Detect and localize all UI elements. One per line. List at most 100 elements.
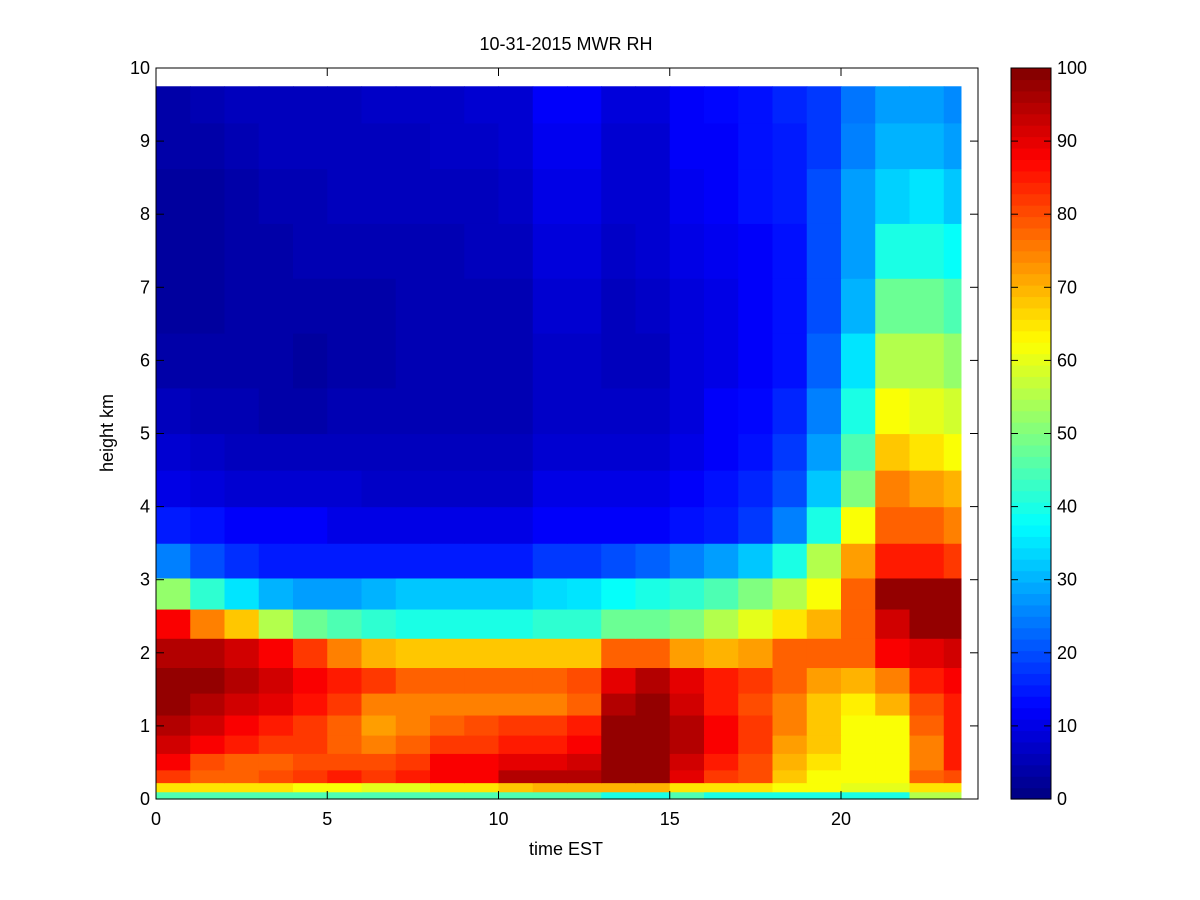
heatmap-cell <box>190 753 226 771</box>
heatmap-cell <box>909 735 945 754</box>
y-tick-label: 10 <box>130 58 150 78</box>
heatmap-cell <box>772 735 808 754</box>
heatmap-cell <box>532 638 568 669</box>
heatmap-cell <box>772 693 808 716</box>
heatmap-cell <box>224 769 260 784</box>
heatmap-cell <box>532 470 568 508</box>
y-axis-ticks: 0 1 2 3 4 5 6 7 8 9 10 <box>130 58 978 809</box>
heatmap-cell <box>327 735 363 754</box>
heatmap-cell <box>464 714 500 736</box>
colorbar-segment <box>1011 147 1051 160</box>
heatmap-cell <box>909 332 945 389</box>
heatmap-cell <box>943 791 962 800</box>
heatmap-cell <box>806 470 842 508</box>
heatmap-cell <box>258 791 294 800</box>
heatmap-cell <box>395 608 431 639</box>
colorbar-segment <box>1011 444 1051 457</box>
heatmap-cell <box>224 470 260 508</box>
heatmap-cell <box>224 608 260 639</box>
y-tick-label: 6 <box>140 350 150 370</box>
heatmap-cell <box>841 543 876 579</box>
heatmap-cell <box>532 168 568 224</box>
heatmap-cell <box>909 470 945 508</box>
heatmap-cell <box>567 433 602 471</box>
heatmap-cell <box>738 168 774 224</box>
heatmap-cell <box>498 470 534 508</box>
heatmap-cell <box>635 735 671 754</box>
heatmap-cell <box>875 782 911 793</box>
colorbar-segment <box>1011 764 1051 777</box>
heatmap-cell <box>772 433 808 471</box>
heatmap-cell <box>464 470 500 508</box>
heatmap-cell <box>498 433 534 471</box>
heatmap-cell <box>704 433 739 471</box>
heatmap-cell <box>704 735 739 754</box>
heatmap-cell <box>258 332 294 389</box>
heatmap-cell <box>156 667 191 694</box>
heatmap-cell <box>841 433 876 471</box>
heatmap-cell <box>498 753 534 771</box>
heatmap-cell <box>361 608 397 639</box>
heatmap-cell <box>190 506 226 544</box>
heatmap-cell <box>532 543 568 579</box>
heatmap-cell <box>635 638 671 669</box>
heatmap-cell <box>875 638 911 669</box>
heatmap-cell <box>464 122 500 170</box>
heatmap-cell <box>909 608 945 639</box>
heatmap-cell <box>704 86 739 124</box>
colorbar-segment <box>1011 639 1051 652</box>
colorbar-segment <box>1011 696 1051 709</box>
heatmap-cell <box>635 753 671 771</box>
heatmap-cell <box>841 223 876 279</box>
heatmap-cell <box>772 791 808 800</box>
heatmap-cell <box>841 769 876 784</box>
heatmap-cell <box>361 782 397 793</box>
heatmap-cell <box>567 735 602 754</box>
colorbar-segment <box>1011 787 1051 800</box>
heatmap-cell <box>567 223 602 279</box>
heatmap-cell <box>669 769 705 784</box>
colorbar-tick-label: 40 <box>1057 497 1077 517</box>
heatmap-cell <box>909 122 945 170</box>
colorbar-segment <box>1011 296 1051 309</box>
heatmap-cell <box>669 791 705 800</box>
heatmap-cell <box>943 693 962 716</box>
heatmap-cell <box>841 168 876 224</box>
colorbar-tick-label: 50 <box>1057 424 1077 444</box>
heatmap-cell <box>258 433 294 471</box>
heatmap-cell <box>669 667 705 694</box>
heatmap-cell <box>806 667 842 694</box>
heatmap-cell <box>532 278 568 334</box>
heatmap-cell <box>258 577 294 610</box>
heatmap-cell <box>669 86 705 124</box>
heatmap-cell <box>601 506 637 544</box>
heatmap-cell <box>635 608 671 639</box>
heatmap-cell <box>258 86 294 124</box>
heatmap-cell <box>293 753 328 771</box>
heatmap-cell <box>464 168 500 224</box>
heatmap-cell <box>772 168 808 224</box>
heatmap-cell <box>190 433 226 471</box>
colorbar-segment <box>1011 79 1051 92</box>
heatmap-cell <box>841 577 876 610</box>
heatmap-cell <box>772 753 808 771</box>
heatmap-cell <box>430 735 465 754</box>
heatmap-cell <box>361 332 397 389</box>
y-tick-label: 1 <box>140 716 150 736</box>
y-tick-label: 3 <box>140 570 150 590</box>
heatmap-cell <box>258 223 294 279</box>
colorbar-segment <box>1011 159 1051 172</box>
heatmap-cell <box>841 86 876 124</box>
heatmap-cell <box>635 577 671 610</box>
heatmap-cell <box>601 86 637 124</box>
colorbar-segment <box>1011 216 1051 229</box>
heatmap-cell <box>669 714 705 736</box>
heatmap-cell <box>430 782 465 793</box>
heatmap-cell <box>704 577 739 610</box>
heatmap-cell <box>464 769 500 784</box>
heatmap-cell <box>395 122 431 170</box>
heatmap-cell <box>601 168 637 224</box>
heatmap-cell <box>704 470 739 508</box>
heatmap-cell <box>601 278 637 334</box>
heatmap-cell <box>943 543 962 579</box>
